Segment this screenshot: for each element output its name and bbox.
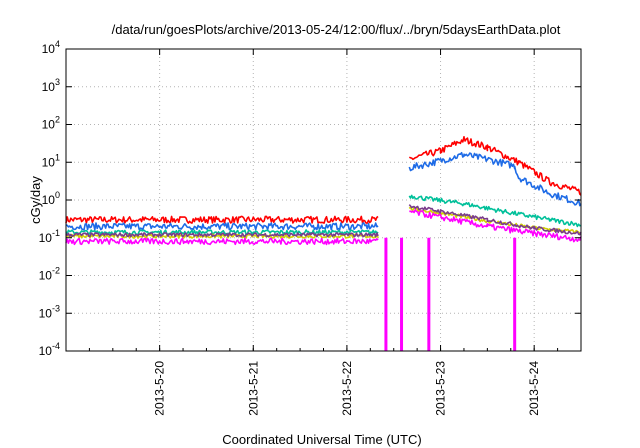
y-axis: 10-4 10-3 10-2 10-1 100 101 102 103 104: [39, 39, 581, 358]
x-tick-label: 2013-5-24: [527, 361, 541, 416]
y-tick-label: 10-3: [39, 303, 60, 320]
y-tick-label: 101: [42, 152, 60, 169]
y-tick-label: 102: [42, 115, 60, 132]
y-tick-label: 103: [42, 77, 60, 94]
y-tick-label: 104: [42, 39, 60, 56]
series-line: [65, 151, 582, 231]
x-axis-label: Coordinated Universal Time (UTC): [222, 432, 421, 447]
series-line: [65, 204, 582, 238]
x-tick-label: 2013-5-22: [340, 361, 354, 416]
y-tick-label: 10-1: [39, 228, 60, 245]
y-tick-label: 10-4: [39, 341, 60, 358]
y-axis-label: cGy/day: [28, 176, 43, 224]
grid: [66, 49, 581, 351]
series-line: [65, 208, 582, 246]
y-tick-label: 10-2: [39, 266, 60, 283]
x-tick-label: 2013-5-21: [246, 361, 260, 416]
x-tick-label: 2013-5-20: [153, 361, 167, 416]
series-line: [65, 194, 582, 236]
x-axis: 2013-5-20 2013-5-21 2013-5-22 2013-5-23 2013…: [65, 49, 582, 416]
series-line: [65, 136, 582, 224]
chart-title: /data/run/goesPlots/archive/2013-05-24/1…: [112, 22, 561, 37]
plot-frame: [65, 48, 582, 352]
y-tick-label: 100: [42, 190, 60, 207]
x-tick-label: 2013-5-23: [434, 361, 448, 416]
series-layer: [65, 136, 582, 351]
